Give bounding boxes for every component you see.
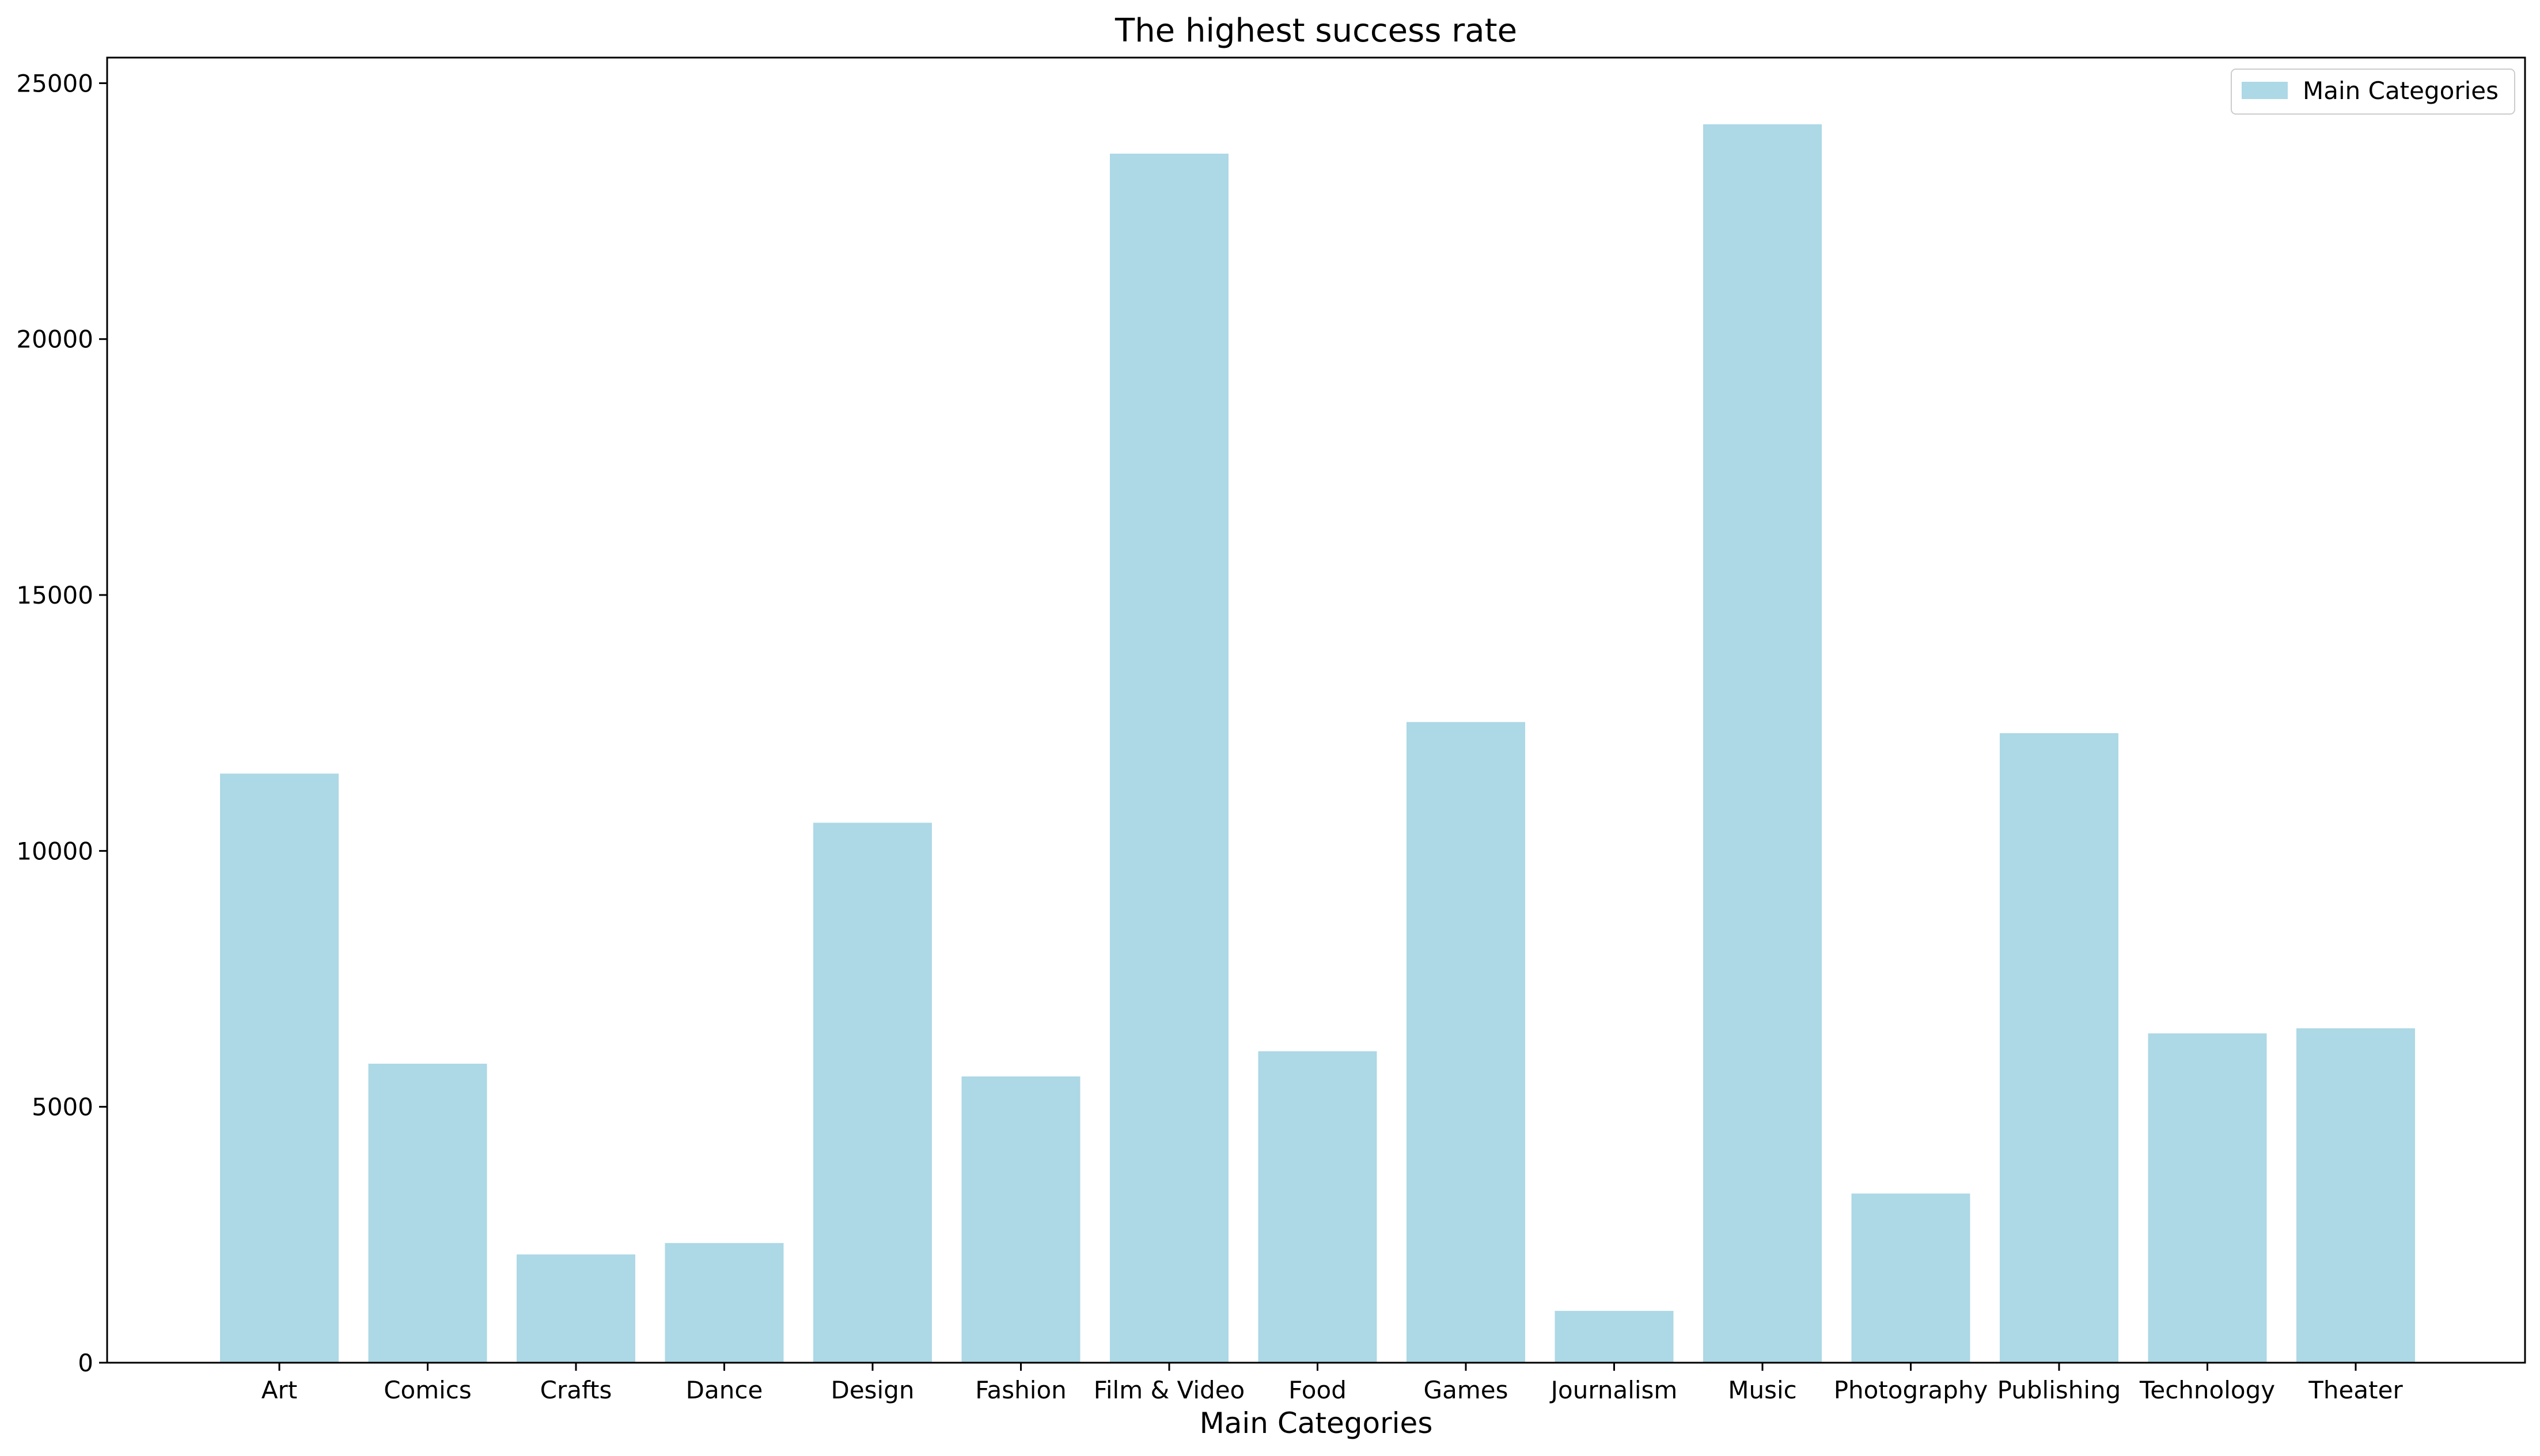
- bar-crafts: [517, 1254, 635, 1363]
- x-tick-label: Food: [1288, 1376, 1347, 1404]
- x-tick-label: Games: [1424, 1376, 1508, 1404]
- y-tick-label: 20000: [16, 325, 93, 354]
- x-tick-label: Fashion: [975, 1376, 1067, 1404]
- bar-art: [220, 774, 339, 1363]
- y-axis: 0 5000 10000 15000 20000 25000: [16, 69, 107, 1377]
- x-tick-label: Publishing: [1997, 1376, 2121, 1404]
- x-tick-label: Film & Video: [1094, 1376, 1245, 1404]
- y-tick-label: 25000: [16, 69, 93, 97]
- x-tick-label: Crafts: [540, 1376, 612, 1404]
- bar-journalism: [1555, 1311, 1674, 1363]
- bar-games: [1407, 722, 1525, 1363]
- y-tick-label: 10000: [16, 837, 93, 865]
- x-axis: Art Comics Crafts Dance Design Fashion Film & …: [261, 1363, 2403, 1404]
- bar-theater: [2296, 1028, 2415, 1363]
- x-tick-label: Journalism: [1549, 1376, 1678, 1404]
- chart-title: The highest success rate: [1114, 12, 1517, 50]
- y-tick-label: 15000: [16, 581, 93, 609]
- x-tick-label: Dance: [686, 1376, 763, 1404]
- x-tick-label: Theater: [2308, 1376, 2403, 1404]
- y-tick-label: 0: [78, 1349, 93, 1377]
- x-tick-label: Comics: [384, 1376, 472, 1404]
- bar-comics: [368, 1063, 487, 1363]
- bar-food: [1258, 1051, 1377, 1363]
- x-tick-label: Music: [1728, 1376, 1797, 1404]
- legend-label: Main Categories: [2303, 77, 2499, 105]
- x-tick-label: Art: [261, 1376, 297, 1404]
- bar-music: [1703, 124, 1822, 1363]
- bars-group: [220, 124, 2415, 1363]
- bar-publishing: [2000, 733, 2118, 1363]
- legend: Main Categories: [2231, 69, 2515, 115]
- legend-swatch: [2242, 82, 2288, 99]
- x-tick-label: Photography: [1834, 1376, 1988, 1404]
- y-tick-label: 5000: [32, 1093, 93, 1121]
- bar-dance: [665, 1243, 784, 1363]
- plot-frame: [106, 56, 2526, 1364]
- x-axis-label: Main Categories: [1200, 1406, 1433, 1440]
- bar-film-video: [1110, 153, 1229, 1363]
- bar-photography: [1851, 1193, 1970, 1363]
- bar-technology: [2148, 1033, 2267, 1363]
- x-tick-label: Design: [831, 1376, 914, 1404]
- bar-fashion: [961, 1076, 1081, 1363]
- legend-box: [2231, 69, 2515, 115]
- x-tick-label: Technology: [2139, 1376, 2275, 1404]
- bar-design: [813, 822, 932, 1363]
